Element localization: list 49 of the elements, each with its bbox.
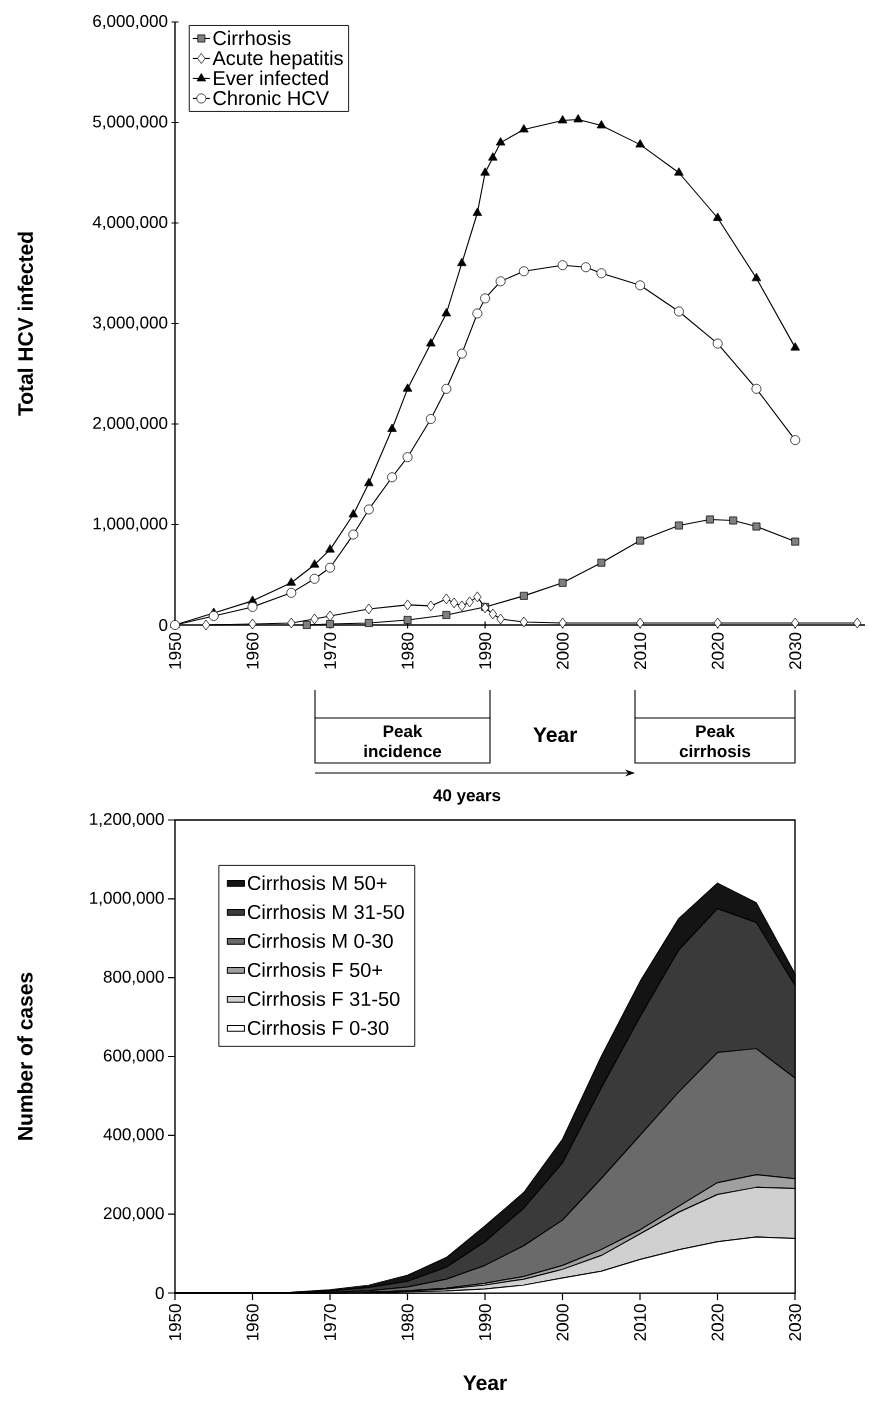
x-axis-title: Year — [463, 1375, 507, 1391]
y-axis-title: Number of cases — [17, 972, 33, 1140]
y-tick-label: 4,000,000 — [92, 215, 168, 231]
y-tick-label: 800,000 — [103, 970, 164, 985]
x-tick-label: 2000 — [556, 632, 569, 669]
x-tick-label: 2030 — [789, 632, 802, 669]
y-tick-label: 6,000,000 — [93, 14, 168, 30]
x-tick-label: 2020 — [711, 632, 724, 669]
x-tick-label: 1970 — [323, 1304, 337, 1341]
x-tick-label: 1960 — [246, 1304, 259, 1341]
x-tick-label: 2030 — [788, 1304, 802, 1341]
x-tick-label: 2000 — [556, 1304, 569, 1341]
legend-label: Cirrhosis M 31-50 — [247, 904, 404, 920]
y-tick-label: 200,000 — [103, 1207, 164, 1222]
x-tick-label: 2010 — [633, 1304, 647, 1341]
legend-label: Cirrhosis F 0-30 — [247, 1020, 389, 1036]
legend-label: Cirrhosis M 0-30 — [247, 933, 393, 949]
y-tick-label: 1,000,000 — [93, 517, 168, 532]
x-tick-label: 1990 — [478, 1304, 492, 1341]
x-tick-label: 2010 — [634, 632, 647, 669]
y-tick-label: 1,000,000 — [90, 891, 164, 906]
y-axis-title: Total HCV infected — [17, 232, 33, 416]
y-tick-label: 1,200,000 — [90, 812, 164, 828]
legend-label: Cirrhosis — [213, 30, 291, 46]
legend-label: Cirrhosis F 50+ — [247, 962, 383, 978]
y-tick-label: 5,000,000 — [93, 115, 168, 130]
x-tick-label: 2020 — [711, 1304, 724, 1341]
x-tick-label: 1980 — [401, 632, 414, 669]
text: 40 years — [433, 789, 501, 805]
y-tick-label: 3,000,000 — [92, 316, 168, 331]
x-tick-label: 1950 — [168, 1304, 182, 1341]
legend-label: Acute hepatitis — [212, 50, 343, 70]
text: Peak incidence — [364, 724, 442, 758]
text: Peak cirrhosis — [679, 724, 751, 758]
x-tick-label: 1950 — [168, 632, 182, 669]
legend-label: Cirrhosis F 31-50 — [247, 991, 400, 1007]
x-tick-label: 1970 — [324, 632, 337, 669]
x-tick-label: 1990 — [479, 632, 492, 669]
legend-label: Chronic HCV — [213, 90, 329, 106]
y-tick-label: 2,000,000 — [93, 416, 168, 432]
x-tick-label: 1960 — [246, 632, 259, 669]
y-tick-label: 400,000 — [103, 1128, 164, 1143]
y-tick-label: 0 — [159, 618, 168, 632]
legend-label: Ever infected — [214, 70, 328, 86]
x-axis-title: Year — [533, 727, 578, 743]
x-tick-label: 1980 — [401, 1304, 414, 1341]
y-tick-label: 600,000 — [103, 1049, 164, 1064]
y-tick-label: 0 — [155, 1286, 164, 1300]
legend-label: Cirrhosis M 50+ — [247, 875, 387, 891]
